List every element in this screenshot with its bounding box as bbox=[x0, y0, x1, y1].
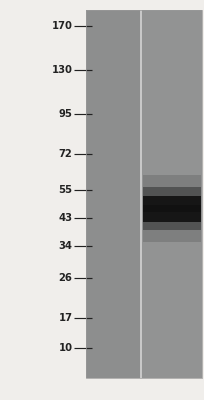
Text: 10: 10 bbox=[58, 343, 72, 353]
Text: 55: 55 bbox=[58, 185, 72, 195]
Text: 130: 130 bbox=[52, 65, 72, 75]
Bar bbox=[86, 10, 202, 378]
Bar bbox=[143, 187, 201, 230]
Bar bbox=[86, 10, 202, 378]
Text: 72: 72 bbox=[59, 149, 72, 159]
Bar bbox=[143, 205, 201, 212]
Bar bbox=[143, 175, 201, 242]
Text: 170: 170 bbox=[52, 21, 72, 31]
Text: 43: 43 bbox=[58, 213, 72, 223]
Text: 34: 34 bbox=[58, 241, 72, 251]
Text: 17: 17 bbox=[58, 313, 72, 323]
Bar bbox=[142, 10, 202, 378]
Text: 26: 26 bbox=[59, 273, 72, 283]
Bar bbox=[140, 10, 142, 378]
Bar bbox=[143, 196, 201, 222]
Text: 95: 95 bbox=[59, 109, 72, 119]
Bar bbox=[86, 10, 140, 378]
